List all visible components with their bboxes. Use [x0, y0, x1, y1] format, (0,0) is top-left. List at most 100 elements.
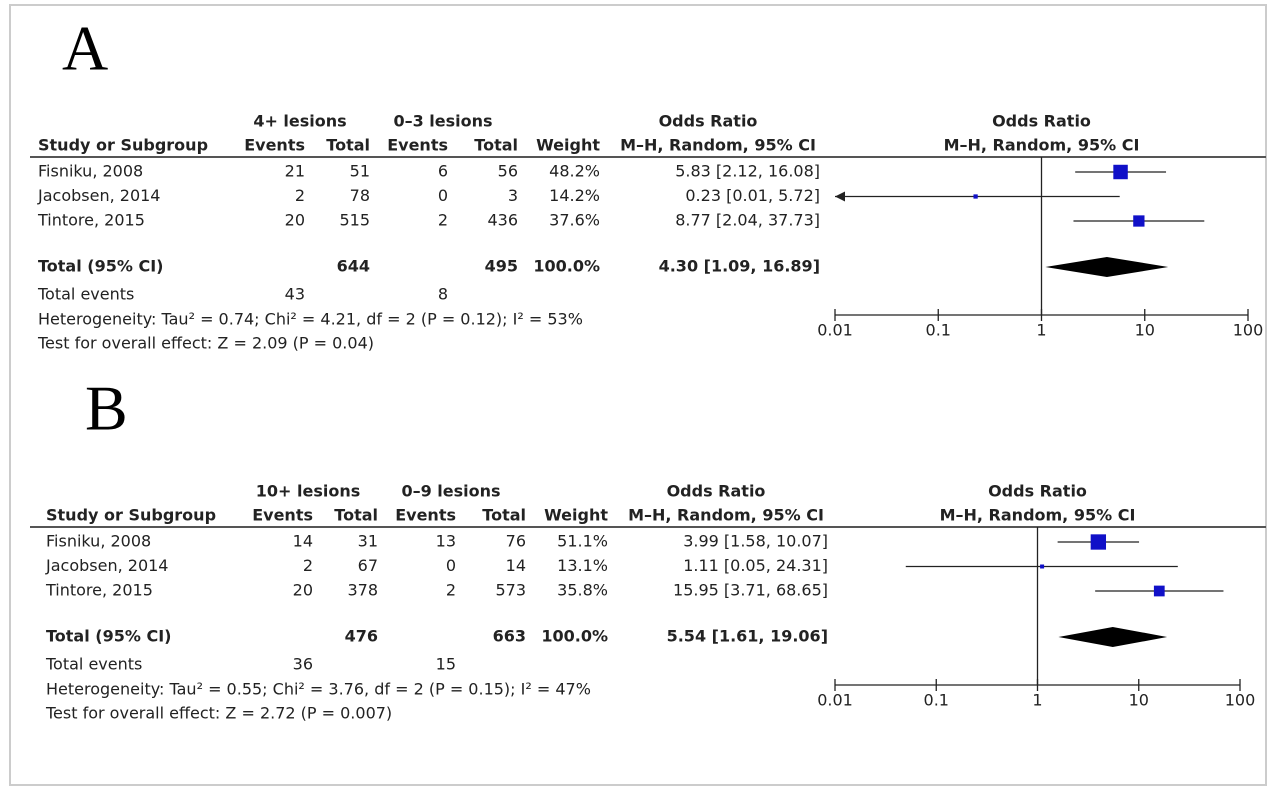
overall-effect: Test for overall effect: Z = 2.72 (P = 0…: [45, 704, 392, 723]
column-label: Weight: [536, 136, 600, 155]
total: 515: [339, 211, 370, 230]
pooled-diamond: [1045, 257, 1169, 277]
x-tick-label: 1: [1036, 321, 1046, 340]
pooled-or: 5.54 [1.61, 19.06]: [667, 627, 828, 646]
events: 14: [293, 532, 313, 551]
plot-method: M–H, Random, 95% CI: [940, 506, 1136, 525]
odds-ratio: 15.95 [3.71, 68.65]: [673, 581, 828, 600]
study-box: [1090, 534, 1107, 550]
odds-ratio: 8.77 [2.04, 37.73]: [675, 211, 820, 230]
events: 0: [446, 556, 456, 575]
pooled-diamond: [1058, 627, 1168, 647]
x-tick-label: 0.1: [924, 691, 949, 710]
column-label: Events: [244, 136, 305, 155]
x-tick-label: 10: [1129, 691, 1149, 710]
total-label: Total (95% CI): [46, 627, 171, 646]
plot-method: M–H, Random, 95% CI: [944, 136, 1140, 155]
total: 76: [506, 532, 526, 551]
column-label: Events: [387, 136, 448, 155]
study-name: Tintore, 2015: [37, 211, 145, 230]
weight: 35.8%: [557, 581, 608, 600]
total-label: Total (95% CI): [38, 257, 163, 276]
total: 56: [498, 162, 518, 181]
x-tick-label: 10: [1135, 321, 1155, 340]
frame: [9, 4, 1267, 786]
x-tick-label: 1: [1032, 691, 1042, 710]
panel-label: A: [62, 13, 108, 84]
ci-arrow: [835, 191, 845, 202]
total: 67: [358, 556, 378, 575]
heterogeneity: Heterogeneity: Tau² = 0.74; Chi² = 4.21,…: [38, 310, 583, 329]
column-label: Weight: [544, 506, 608, 525]
events: 2: [446, 581, 456, 600]
total: 51: [350, 162, 370, 181]
plot-header: Odds Ratio: [992, 112, 1091, 131]
odds-ratio: 1.11 [0.05, 24.31]: [683, 556, 828, 575]
pooled-or: 4.30 [1.09, 16.89]: [659, 257, 820, 276]
x-tick-label: 0.01: [817, 321, 853, 340]
study-box: [973, 194, 978, 199]
events: 20: [293, 581, 313, 600]
weight: 14.2%: [549, 186, 600, 205]
odds-ratio: 0.23 [0.01, 5.72]: [685, 186, 820, 205]
events-label: Total events: [45, 655, 142, 674]
study-name: Jacobsen, 2014: [37, 186, 160, 205]
events: 20: [285, 211, 305, 230]
column-label: Total: [326, 136, 370, 155]
or-method: M–H, Random, 95% CI: [628, 506, 824, 525]
or-header: Odds Ratio: [659, 112, 758, 131]
total: 78: [350, 186, 370, 205]
total: 14: [506, 556, 526, 575]
study-name: Fisniku, 2008: [38, 162, 143, 181]
group-header: 0–3 lesions: [393, 112, 492, 131]
column-label: Total: [334, 506, 378, 525]
total: 573: [495, 581, 526, 600]
total: 436: [487, 211, 518, 230]
study-name: Tintore, 2015: [45, 581, 153, 600]
column-label: Events: [395, 506, 456, 525]
sum-total: 495: [485, 257, 518, 276]
study-name: Jacobsen, 2014: [45, 556, 168, 575]
overall-effect: Test for overall effect: Z = 2.09 (P = 0…: [37, 334, 374, 353]
sum-events: 15: [436, 655, 456, 674]
x-tick-label: 100: [1225, 691, 1256, 710]
x-tick-label: 0.1: [926, 321, 951, 340]
total: 3: [508, 186, 518, 205]
panel-label: B: [85, 373, 128, 444]
events: 21: [285, 162, 305, 181]
events: 2: [303, 556, 313, 575]
column-label: Total: [482, 506, 526, 525]
weight: 37.6%: [549, 211, 600, 230]
events: 6: [438, 162, 448, 181]
events: 0: [438, 186, 448, 205]
weight: 51.1%: [557, 532, 608, 551]
plot-header: Odds Ratio: [988, 482, 1087, 501]
total: 378: [347, 581, 378, 600]
events: 13: [436, 532, 456, 551]
events: 2: [438, 211, 448, 230]
column-label: Study or Subgroup: [38, 136, 208, 155]
odds-ratio: 3.99 [1.58, 10.07]: [683, 532, 828, 551]
x-tick-label: 100: [1233, 321, 1264, 340]
sum-total: 644: [337, 257, 370, 276]
or-header: Odds Ratio: [667, 482, 766, 501]
group-header: 0–9 lesions: [401, 482, 500, 501]
events: 2: [295, 186, 305, 205]
x-tick-label: 0.01: [817, 691, 853, 710]
sum-weight: 100.0%: [541, 627, 608, 646]
sum-total: 663: [493, 627, 526, 646]
sum-events: 43: [285, 285, 305, 304]
heterogeneity: Heterogeneity: Tau² = 0.55; Chi² = 3.76,…: [46, 680, 591, 699]
study-box: [1153, 585, 1165, 597]
group-header: 4+ lesions: [253, 112, 346, 131]
study-box: [1133, 215, 1145, 227]
group-header: 10+ lesions: [256, 482, 361, 501]
total: 31: [358, 532, 378, 551]
study-box: [1040, 564, 1045, 569]
weight: 48.2%: [549, 162, 600, 181]
weight: 13.1%: [557, 556, 608, 575]
study-name: Fisniku, 2008: [46, 532, 151, 551]
events-label: Total events: [37, 285, 134, 304]
sum-events: 8: [438, 285, 448, 304]
